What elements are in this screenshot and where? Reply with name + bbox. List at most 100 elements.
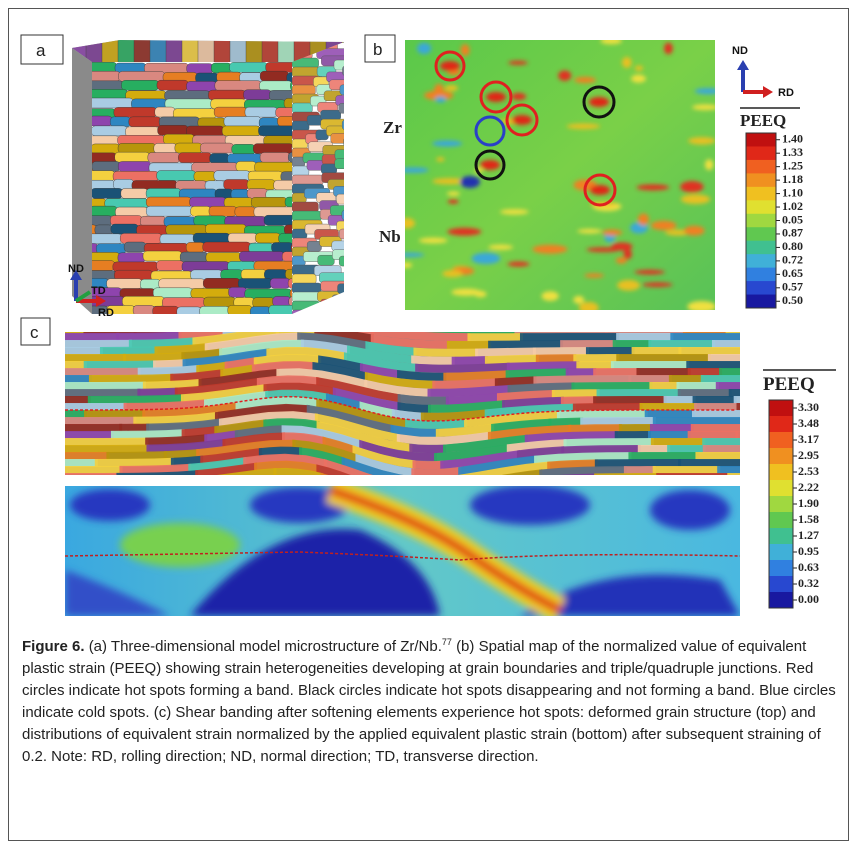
strain-spot (616, 257, 627, 263)
colorbar-label: 1.90 (798, 496, 819, 510)
grain (271, 243, 293, 253)
strain-spot (461, 44, 470, 56)
grain (593, 396, 666, 404)
grain (648, 340, 715, 348)
grain (150, 38, 168, 64)
colorbar-swatch (746, 200, 776, 214)
grain (656, 473, 730, 481)
grain (321, 299, 334, 309)
hot-spot (512, 115, 532, 125)
grain (292, 301, 319, 311)
grain (118, 161, 151, 171)
grain (210, 153, 230, 163)
grain (214, 171, 250, 181)
colorbar-swatch (746, 133, 776, 147)
grain (262, 38, 280, 64)
grain (190, 197, 226, 207)
colorbar-label: 1.10 (782, 185, 803, 199)
grain (566, 368, 597, 376)
grain (468, 325, 517, 333)
grain (677, 382, 719, 390)
axis-label: TD (91, 285, 106, 297)
grain (129, 117, 161, 127)
grain (203, 242, 251, 252)
grain (83, 326, 136, 334)
grain (118, 253, 145, 263)
grain (55, 333, 119, 341)
grain (636, 368, 690, 376)
grain (613, 340, 652, 348)
grain (146, 197, 191, 207)
grain (712, 340, 751, 348)
grain (317, 291, 339, 301)
grain (670, 333, 743, 341)
grain (338, 284, 350, 294)
grain (155, 107, 175, 117)
strain-spot (617, 280, 640, 291)
grain (556, 474, 597, 484)
grain (318, 255, 335, 265)
colorbar-label: 0.50 (782, 293, 803, 307)
colorbar-label: 0.00 (798, 592, 819, 606)
grain (411, 355, 454, 364)
grain (292, 175, 323, 185)
colorbar-label: 1.18 (782, 172, 803, 186)
grain (250, 307, 270, 317)
grain (230, 62, 268, 72)
strain-spot (396, 253, 425, 257)
grain (342, 210, 373, 220)
strain-spot (634, 270, 665, 275)
grain (157, 80, 189, 90)
caption: Figure 6. (a) Three-dimensional model mi… (22, 631, 837, 768)
grain (332, 241, 360, 251)
grain (597, 389, 681, 397)
grain (96, 244, 126, 254)
grain (615, 431, 651, 439)
grain (114, 107, 157, 117)
grain (447, 341, 491, 349)
grain (727, 473, 757, 481)
strain-spot (600, 37, 621, 44)
grain (89, 116, 112, 126)
caption-label: Figure 6. (22, 638, 85, 655)
grain (186, 81, 216, 91)
grain (344, 137, 367, 147)
strain-spot (451, 289, 480, 296)
caption-text: (b) Spatial map of the normalized value … (22, 638, 836, 765)
grain (307, 115, 322, 125)
grain (342, 38, 360, 64)
grain (90, 206, 118, 216)
strain-spot (579, 302, 599, 314)
colorbar-label: 1.02 (782, 199, 803, 213)
grain (260, 71, 289, 81)
grain (55, 340, 132, 348)
grain (260, 152, 290, 162)
colorbar-label: 2.95 (798, 448, 819, 462)
grain (118, 71, 165, 81)
colorbar-swatch (769, 560, 793, 577)
grain (701, 375, 771, 383)
colorbar-label: 2.22 (798, 480, 819, 494)
grain (686, 361, 758, 369)
colorbar-swatch (746, 146, 776, 160)
grain (102, 38, 120, 64)
grain (247, 180, 276, 190)
axis-triad (737, 60, 773, 98)
colorbar-swatch (746, 295, 776, 309)
colorbar-swatch (769, 528, 793, 545)
strain-spot (500, 209, 529, 214)
grain (693, 396, 737, 404)
caption-text: (a) Three-dimensional model microstructu… (89, 638, 442, 655)
grain (157, 171, 196, 181)
strain-spot (435, 96, 446, 102)
grain (222, 126, 260, 136)
grain (245, 107, 278, 117)
strain-spot (687, 301, 716, 312)
grain (409, 444, 446, 453)
grain (177, 307, 202, 317)
grain (111, 224, 139, 234)
colorbar-label: 0.95 (798, 544, 819, 558)
grain (55, 466, 122, 474)
grain (638, 445, 670, 453)
grain (336, 32, 362, 42)
